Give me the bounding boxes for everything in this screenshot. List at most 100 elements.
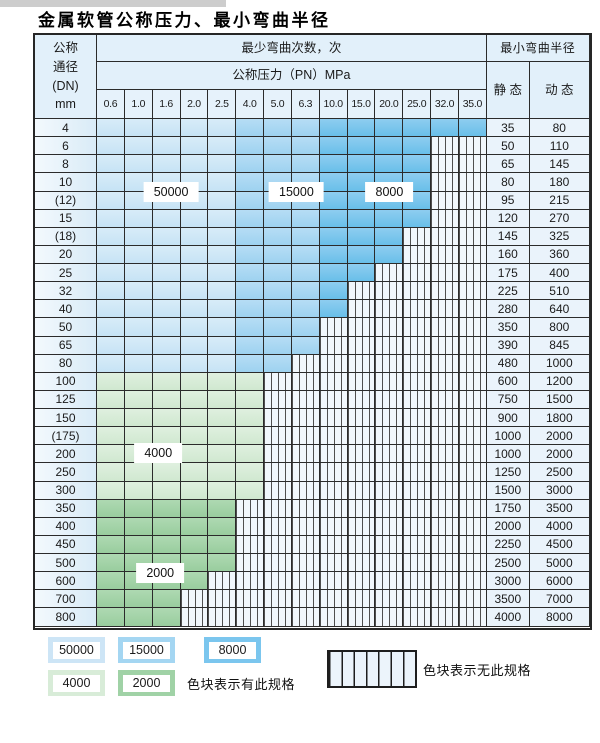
cell-spec-50000: [180, 245, 209, 264]
pressure-col-1.0: 1.0: [124, 90, 153, 119]
cell-no-spec: [431, 590, 459, 609]
dynamic-radius-value: 80: [529, 119, 590, 138]
legend-swatch-8000: 8000: [204, 637, 261, 663]
cell-no-spec: [375, 481, 404, 500]
static-radius-value: 3000: [486, 572, 530, 591]
cell-no-spec: [291, 354, 320, 373]
cell-spec-8000: [347, 173, 376, 192]
legend-row-green: 4000 2000 色块表示有此规格: [48, 670, 295, 696]
cell-no-spec: [431, 427, 459, 446]
cell-spec-4000: [152, 427, 181, 446]
cell-no-spec: [347, 554, 376, 573]
cell-no-spec: [319, 554, 348, 573]
dn-cell: 25: [35, 264, 97, 283]
cell-no-spec: [319, 481, 348, 500]
cell-spec-15000: [291, 227, 320, 246]
cell-spec-50000: [152, 264, 181, 283]
cell-spec-15000: [236, 300, 265, 319]
cell-no-spec: [431, 282, 459, 301]
cell-no-spec: [236, 499, 265, 518]
cell-no-spec: [375, 354, 404, 373]
cell-no-spec: [264, 390, 292, 409]
cell-spec-50000: [208, 354, 237, 373]
legend-no-spec-text: 色块表示无此规格: [423, 663, 532, 678]
cell-no-spec: [431, 300, 459, 319]
cell-spec-50000: [124, 282, 153, 301]
cell-spec-15000: [236, 209, 265, 228]
cell-no-spec: [403, 590, 432, 609]
pressure-col-4.0: 4.0: [236, 90, 265, 119]
cell-no-spec: [458, 155, 487, 174]
cell-spec-50000: [180, 173, 209, 192]
pressure-col-2.5: 2.5: [208, 90, 237, 119]
cell-no-spec: [431, 463, 459, 482]
cell-spec-4000: [208, 427, 237, 446]
cell-spec-2000: [97, 590, 125, 609]
cell-spec-4000: [152, 372, 181, 391]
cell-spec-4000: [97, 463, 125, 482]
cell-no-spec: [264, 608, 292, 627]
cell-spec-50000: [152, 300, 181, 319]
cell-no-spec: [375, 445, 404, 464]
cell-spec-4000: [208, 463, 237, 482]
cell-no-spec: [375, 390, 404, 409]
cell-spec-15000: [264, 282, 292, 301]
dynamic-radius-value: 1800: [529, 409, 590, 428]
cell-spec-8000: [347, 264, 376, 283]
cell-no-spec: [347, 499, 376, 518]
cell-spec-15000: [236, 354, 265, 373]
cell-spec-2000: [180, 572, 209, 591]
cell-no-spec: [375, 608, 404, 627]
static-radius-value: 95: [486, 191, 530, 210]
cell-no-spec: [208, 608, 237, 627]
cell-no-spec: [264, 372, 292, 391]
legend-value-label: 2000: [123, 674, 170, 692]
cell-spec-15000: [264, 209, 292, 228]
cell-spec-50000: [152, 173, 181, 192]
cell-no-spec: [403, 481, 432, 500]
legend-available-text: 色块表示有此规格: [187, 676, 296, 692]
cell-spec-50000: [208, 318, 237, 337]
cell-spec-50000: [208, 264, 237, 283]
cell-spec-50000: [208, 282, 237, 301]
cell-spec-4000: [236, 427, 265, 446]
cell-spec-8000: [375, 245, 404, 264]
cell-spec-15000: [291, 264, 320, 283]
cell-spec-50000: [180, 300, 209, 319]
cell-spec-2000: [180, 554, 209, 573]
dn-cell: 600: [35, 572, 97, 591]
legend-value-label: 50000: [53, 641, 100, 659]
cell-spec-50000: [97, 264, 125, 283]
static-radius-value: 350: [486, 318, 530, 337]
cell-spec-50000: [180, 155, 209, 174]
cell-no-spec: [291, 608, 320, 627]
cell-spec-2000: [97, 572, 125, 591]
static-radius-value: 2000: [486, 517, 530, 536]
cell-spec-2000: [124, 535, 153, 554]
static-column-header: 静 态: [486, 62, 530, 119]
cell-no-spec: [458, 300, 487, 319]
dynamic-radius-value: 110: [529, 137, 590, 156]
cell-no-spec: [458, 427, 487, 446]
cell-no-spec: [264, 499, 292, 518]
cell-spec-50000: [124, 119, 153, 138]
cell-no-spec: [347, 390, 376, 409]
dynamic-radius-value: 800: [529, 318, 590, 337]
cell-spec-50000: [180, 137, 209, 156]
dynamic-radius-value: 1500: [529, 390, 590, 409]
cell-no-spec: [403, 572, 432, 591]
cell-no-spec: [319, 445, 348, 464]
pressure-col-35.0: 35.0: [458, 90, 487, 119]
dynamic-radius-value: 3500: [529, 499, 590, 518]
cell-no-spec: [319, 463, 348, 482]
cell-no-spec: [431, 336, 459, 355]
cell-spec-15000: [264, 137, 292, 156]
cell-no-spec: [347, 608, 376, 627]
cell-no-spec: [403, 427, 432, 446]
cell-spec-4000: [236, 481, 265, 500]
cell-no-spec: [291, 517, 320, 536]
cell-spec-2000: [124, 590, 153, 609]
dn-cell: 40: [35, 300, 97, 319]
cell-spec-15000: [264, 354, 292, 373]
cell-spec-4000: [124, 372, 153, 391]
